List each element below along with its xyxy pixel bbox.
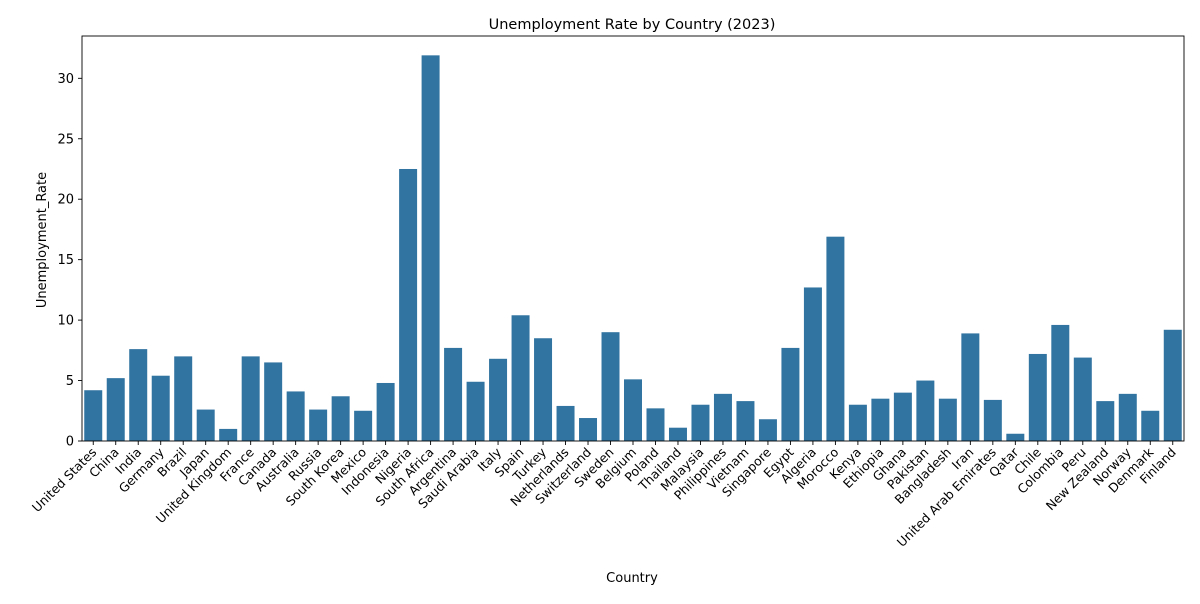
bar (196, 409, 215, 441)
bar (151, 375, 170, 441)
bar (579, 418, 598, 441)
bar (1006, 433, 1025, 441)
bar (241, 356, 260, 441)
bar (848, 404, 867, 441)
bar (421, 55, 440, 441)
bar (556, 405, 575, 441)
bar (961, 333, 980, 441)
bar (534, 338, 553, 441)
bar (1141, 410, 1160, 441)
bar (489, 358, 508, 441)
bar (758, 419, 777, 441)
y-axis: 0 5 10 15 20 25 30 (57, 72, 82, 450)
bar (1096, 401, 1115, 441)
x-axis-label: Country (606, 571, 658, 586)
bar (511, 315, 530, 441)
y-tick-label: 10 (57, 314, 74, 329)
bar (286, 391, 305, 441)
y-tick-label: 25 (57, 132, 74, 147)
y-tick-label: 15 (57, 253, 74, 268)
bar (736, 401, 755, 441)
bar (174, 356, 193, 441)
bar (668, 427, 687, 441)
bar (309, 409, 328, 441)
bar (916, 380, 935, 441)
bar (713, 393, 732, 441)
bar (1163, 329, 1182, 441)
y-tick-label: 30 (57, 72, 74, 87)
bar (803, 287, 822, 441)
y-tick-label: 5 (66, 374, 74, 389)
bar (871, 398, 890, 441)
bar (354, 410, 373, 441)
bars (84, 55, 1182, 441)
bar (938, 398, 957, 441)
bar (264, 362, 283, 441)
bar (106, 378, 125, 441)
bar (1028, 353, 1047, 441)
x-axis: United StatesChinaIndiaGermanyBrazilJapa… (29, 441, 1179, 550)
bar (601, 332, 620, 441)
bar (983, 399, 1002, 441)
y-axis-label: Unemployment_Rate (35, 172, 50, 308)
bar (331, 396, 350, 441)
bar (129, 349, 148, 441)
bar (781, 347, 800, 441)
chart-title: Unemployment Rate by Country (2023) (489, 17, 776, 33)
bar (1051, 324, 1070, 441)
x-tick-label: United States (29, 445, 99, 515)
y-tick-label: 0 (66, 435, 74, 450)
bar (376, 382, 395, 441)
y-tick-label: 20 (57, 193, 74, 208)
bar (444, 347, 463, 441)
bar (219, 428, 238, 441)
bar (399, 168, 418, 441)
plot-frame (81, 35, 1185, 442)
bar (646, 408, 665, 441)
bar (1073, 357, 1092, 441)
bar (826, 236, 845, 441)
bar (84, 390, 103, 441)
bar (624, 379, 642, 441)
bar (691, 404, 710, 441)
bar (893, 392, 912, 441)
bar (1118, 393, 1137, 441)
bar (466, 381, 485, 441)
